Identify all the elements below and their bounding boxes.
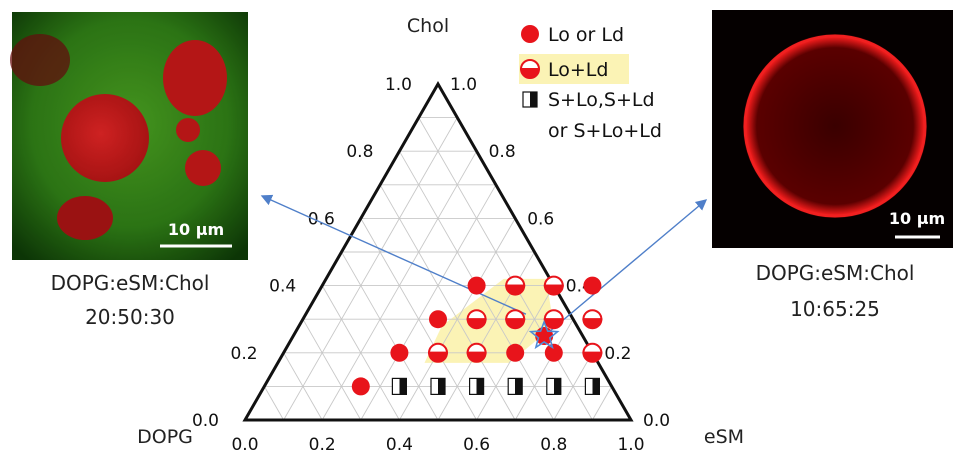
point-lo-plus-ld (543, 309, 564, 330)
tick-label-left: 0.2 (231, 344, 258, 364)
tick-label-left: 0.4 (269, 277, 296, 297)
tick-label-bottom: 0.6 (463, 435, 490, 452)
composition-points (351, 275, 603, 396)
grid-line-esm (283, 117, 458, 421)
grid-line-dopg (321, 285, 400, 421)
right-caption-line2: 10:65:25 (790, 297, 880, 321)
tick-label-right: 0.6 (527, 209, 554, 229)
grid-line-dopg (379, 184, 516, 421)
point-lo-plus-ld (466, 342, 487, 363)
apex-label-dopg: DOPG (137, 426, 193, 448)
left-caption-line2: 20:50:30 (85, 305, 175, 329)
legend-marker-lo-plus-ld-top (519, 59, 541, 70)
legend-label-lo-or-ld: Lo or Ld (548, 24, 624, 46)
grid-line-dopg (263, 386, 284, 421)
apex-label-esm: eSM (704, 426, 744, 448)
point-lo-or-ld (506, 343, 525, 362)
left-micrograph: 10 µm (10, 12, 248, 260)
right-scale-label: 10 µm (889, 209, 945, 228)
apex-label-chol: Chol (407, 15, 449, 37)
point-lo-or-ld (429, 310, 447, 329)
point-solid-phase (391, 377, 407, 395)
point-solid-phase (546, 377, 562, 395)
point-lo-plus-ld (505, 275, 526, 296)
point-solid-phase (469, 377, 485, 395)
grid-line-dopg (341, 251, 439, 421)
tick-label-bottom: 1.0 (617, 435, 644, 452)
point-lo-plus-ld (582, 309, 603, 330)
legend-marker-solid (522, 91, 538, 108)
point-lo-plus-ld (466, 309, 487, 330)
point-lo-plus-ld (582, 342, 603, 363)
tick-label-bottom: 0.2 (309, 435, 336, 452)
tick-label-left: 1.0 (385, 75, 412, 95)
point-lo-plus-ld (505, 309, 526, 330)
tick-label-left: 0.6 (308, 209, 335, 229)
grid-line-dopg (360, 218, 477, 421)
tick-label-left: 0.8 (346, 142, 373, 162)
arrow-to-right-image (543, 199, 708, 337)
tick-label-bottom: 0.0 (231, 435, 258, 452)
tick-label-right: 1.0 (450, 75, 477, 95)
point-lo-or-ld (390, 343, 409, 362)
point-lo-or-ld (351, 377, 370, 396)
grid-line-dopg (418, 117, 593, 421)
point-lo-plus-ld (543, 275, 564, 296)
ternary-outline (242, 80, 634, 422)
tick-label-right: 0.0 (643, 411, 670, 431)
grid-line-dopg (283, 352, 323, 421)
left-caption-line1: DOPG:eSM:Chol (51, 271, 210, 295)
point-solid-phase (430, 377, 446, 395)
point-lo-or-ld (544, 343, 563, 362)
point-lo-or-ld (583, 276, 602, 295)
legend-marker-lo-plus-ld-bottom (519, 68, 541, 79)
highlight-star (528, 319, 560, 350)
point-solid-phase (507, 377, 523, 395)
legend: Lo or Ld Lo+Ld S+Lo,S+Ld or S+Lo+Ld (519, 24, 662, 142)
tick-label-bottom: 0.4 (386, 435, 413, 452)
legend-label-lo-plus-ld: Lo+Ld (548, 59, 608, 81)
legend-label-solid-line2: or S+Lo+Ld (548, 120, 662, 142)
grid-line-esm (514, 318, 574, 421)
legend-label-solid-line1: S+Lo,S+Ld (548, 89, 655, 111)
tick-label-left: 0.0 (192, 411, 219, 431)
ternary-diagram: 0.01.00.00.20.80.20.40.60.40.60.40.60.80… (192, 75, 708, 452)
point-lo-plus-ld (427, 342, 449, 363)
legend-marker-lo-or-ld (521, 25, 539, 43)
grid-line-esm (360, 184, 497, 421)
right-micrograph: 10 µm (712, 10, 953, 248)
grid-line-esm (592, 386, 613, 421)
point-solid-phase (584, 377, 601, 395)
tick-label-bottom: 0.8 (540, 435, 567, 452)
arrow-to-left-image (260, 194, 527, 315)
right-caption-line1: DOPG:eSM:Chol (756, 261, 915, 285)
tick-label-right: 0.2 (604, 344, 631, 364)
point-lo-or-ld (467, 276, 486, 295)
ternary-grid (263, 117, 613, 421)
tick-label-right: 0.8 (489, 142, 516, 162)
composition-arrows (260, 194, 708, 337)
grid-line-dopg (302, 318, 362, 421)
left-scale-label: 10 µm (168, 220, 224, 239)
